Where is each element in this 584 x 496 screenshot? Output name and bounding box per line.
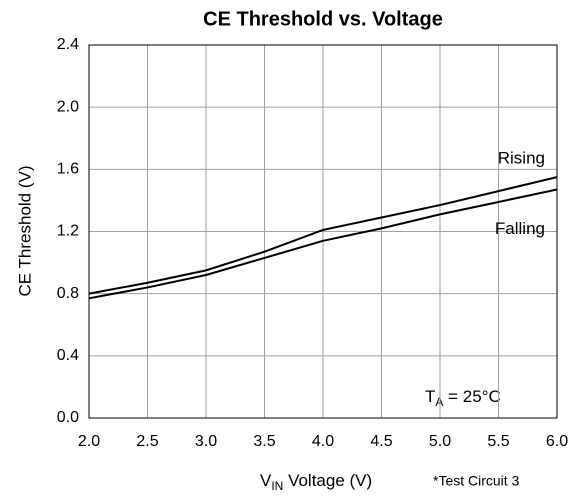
x-tick-label: 3.5: [253, 433, 275, 450]
x-tick-label: 3.0: [195, 433, 217, 450]
y-tick-label: 1.6: [57, 161, 79, 178]
series-label: Falling: [495, 219, 545, 238]
annotation: TA = 25°C: [425, 387, 501, 409]
y-tick-label: 0.8: [57, 285, 79, 302]
series-label: Rising: [498, 149, 545, 168]
x-axis-label-rest: Voltage (V): [283, 471, 372, 490]
line: [88, 188, 558, 300]
x-tick-label: 2.5: [136, 433, 158, 450]
y-axis-label: CE Threshold (V): [15, 165, 34, 296]
x-tick-label: 4.5: [370, 433, 392, 450]
x-tick-label: 2.0: [78, 433, 100, 450]
y-tick-label: 0.0: [57, 409, 79, 426]
chart-title: CE Threshold vs. Voltage: [203, 8, 443, 30]
x-axis-label-main: V: [260, 471, 272, 490]
x-tick-label: 4.0: [312, 433, 334, 450]
plot-frame: [88, 44, 558, 419]
y-tick-label: 2.4: [57, 36, 79, 53]
annotation-rest: = 25°C: [443, 387, 500, 406]
annotation-sub: A: [435, 395, 443, 409]
y-tick-label: 0.4: [57, 347, 79, 364]
x-tick-label: 6.0: [546, 433, 568, 450]
note: *Test Circuit 3: [433, 473, 520, 489]
x-axis-label: VIN Voltage (V): [260, 471, 372, 493]
annotation-main: T: [425, 387, 435, 406]
line: [88, 176, 558, 295]
y-tick-label: 2.0: [57, 98, 79, 115]
y-tick-label: 1.2: [57, 223, 79, 240]
x-axis-label-sub: IN: [271, 479, 283, 493]
x-tick-label: 5.0: [429, 433, 451, 450]
x-tick-label: 5.5: [487, 433, 509, 450]
